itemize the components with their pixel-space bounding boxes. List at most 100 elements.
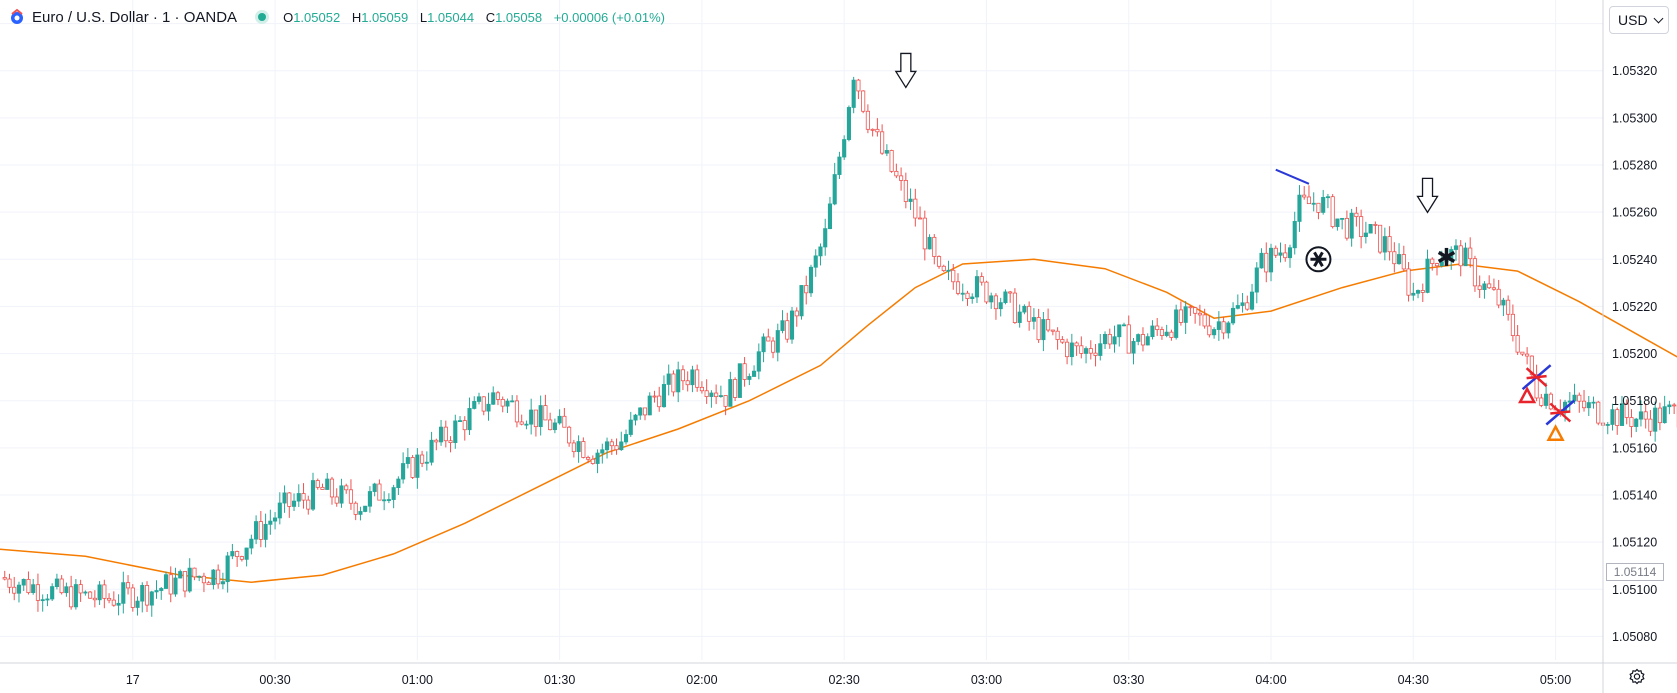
- candle-body: [861, 90, 866, 112]
- x-tick-label: 01:00: [402, 673, 433, 687]
- candle-body: [1382, 236, 1387, 253]
- candle-body: [154, 590, 159, 593]
- candle-body: [1074, 342, 1079, 347]
- high-value: 1.05059: [361, 9, 409, 25]
- candle-body: [1420, 290, 1425, 293]
- candle-body: [254, 521, 259, 540]
- candle-body: [173, 577, 178, 595]
- candle-body: [756, 351, 761, 372]
- candle-body: [562, 415, 567, 428]
- candle-body: [476, 396, 482, 402]
- candle-body: [163, 574, 169, 589]
- candle-body: [661, 384, 667, 408]
- candle-body: [1634, 418, 1639, 427]
- candle-body: [140, 585, 145, 602]
- candle-body: [1506, 299, 1511, 315]
- candle-body: [1392, 251, 1397, 265]
- candle-body: [1491, 287, 1496, 290]
- candle-body: [657, 395, 662, 408]
- candle-body: [1169, 331, 1174, 338]
- candle-body: [1487, 283, 1492, 289]
- moving-average: [0, 258, 1677, 583]
- candle-body: [533, 409, 538, 428]
- candle-body: [434, 439, 439, 443]
- candle-body: [1453, 245, 1459, 250]
- candle-body: [1121, 324, 1127, 327]
- candle-body: [979, 276, 984, 283]
- candle-body: [609, 441, 614, 447]
- candle-body: [690, 369, 695, 386]
- candle-body: [951, 269, 956, 283]
- candle-body: [1586, 402, 1591, 409]
- candle-body: [1344, 217, 1349, 239]
- candle-body: [676, 369, 681, 393]
- candle-body: [220, 581, 225, 585]
- candle-body: [875, 128, 880, 133]
- candle-body: [1596, 401, 1601, 424]
- candle-body: [1003, 291, 1008, 304]
- candle-body: [623, 434, 629, 443]
- candle-body: [571, 442, 576, 453]
- candle-body: [296, 493, 301, 502]
- candle-body: [1131, 341, 1136, 354]
- candle-body: [1065, 341, 1070, 358]
- candle-body: [1525, 353, 1530, 357]
- candle-body: [1079, 345, 1084, 354]
- candle-body: [524, 423, 529, 426]
- candle-body: [1041, 319, 1046, 341]
- candle-body: [1539, 397, 1544, 406]
- currency-select[interactable]: USD: [1609, 6, 1669, 34]
- candle-body: [1292, 221, 1297, 249]
- candle-body: [31, 584, 36, 594]
- candle-body: [1610, 409, 1615, 425]
- candle-body: [481, 396, 486, 412]
- x-tick-label: 02:00: [686, 673, 717, 687]
- candle-body: [1368, 224, 1373, 234]
- candle-body: [1117, 324, 1122, 338]
- candle-body: [197, 575, 202, 578]
- candle-body: [899, 175, 904, 181]
- candle-body: [548, 419, 553, 431]
- candle-body: [671, 373, 676, 393]
- candle-body: [88, 591, 93, 599]
- candle-body: [1401, 254, 1406, 270]
- candle-body: [391, 487, 396, 500]
- candle-body: [1529, 355, 1534, 376]
- x-tick-label: 02:30: [829, 673, 860, 687]
- candle-body: [695, 369, 700, 388]
- candle-body: [377, 483, 382, 501]
- gear-icon[interactable]: [1628, 668, 1646, 686]
- candle-body: [453, 420, 458, 443]
- candle-body: [263, 523, 268, 540]
- candle-body: [936, 256, 942, 267]
- candle-body: [1415, 290, 1421, 294]
- candle-body: [149, 591, 154, 606]
- candle-body: [1468, 247, 1473, 260]
- candle-body: [1325, 196, 1330, 199]
- candle-body: [1283, 252, 1288, 259]
- trend-line: [1275, 168, 1310, 185]
- candle-body: [552, 422, 557, 431]
- candle-body: [514, 400, 520, 423]
- y-tick-label: 1.05160: [1612, 441, 1657, 455]
- candle-body: [230, 551, 235, 557]
- candle-body: [182, 571, 188, 592]
- candle-body: [604, 441, 610, 451]
- candle-body: [813, 255, 818, 268]
- candle-body: [884, 150, 889, 154]
- candle-body: [344, 485, 349, 491]
- candle-body: [50, 586, 55, 600]
- y-tick-label: 1.05180: [1612, 394, 1657, 408]
- candle-body: [1188, 306, 1193, 309]
- x-tick-label: 17: [126, 673, 140, 687]
- candle-body: [1221, 321, 1226, 334]
- candle-body: [111, 599, 116, 606]
- candle-body: [1140, 334, 1146, 346]
- candle-body: [1501, 299, 1506, 306]
- candle-body: [1031, 317, 1036, 322]
- candle-body: [1534, 374, 1539, 399]
- candle-body: [1093, 352, 1098, 356]
- candle-body: [26, 578, 31, 594]
- candle-body: [244, 547, 249, 560]
